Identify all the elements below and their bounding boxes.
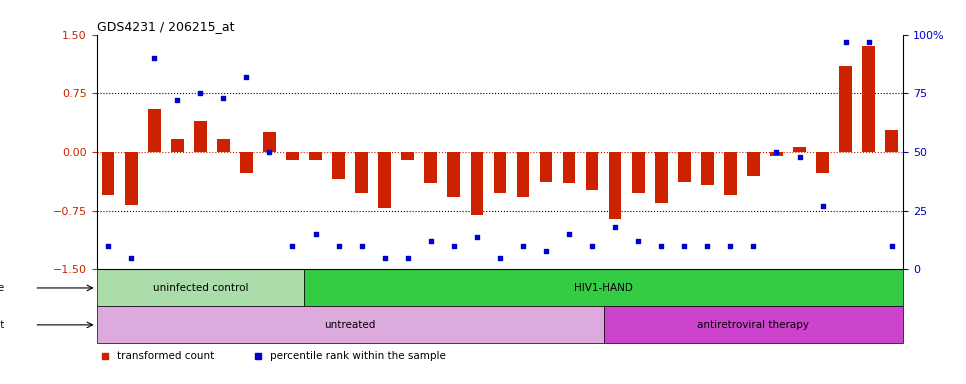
Bar: [540, 152, 553, 182]
Point: [676, 243, 692, 249]
Point: [147, 55, 162, 61]
Point: [861, 38, 876, 45]
Point: [400, 255, 415, 261]
Point: [492, 255, 508, 261]
Point: [285, 243, 300, 249]
Bar: [655, 152, 668, 203]
Bar: [793, 147, 806, 152]
Bar: [332, 152, 345, 179]
Bar: [678, 152, 691, 182]
Bar: [194, 121, 207, 152]
Bar: [585, 152, 598, 190]
Bar: [125, 152, 137, 205]
Point: [769, 149, 784, 155]
Bar: [886, 130, 898, 152]
Point: [215, 95, 231, 101]
Text: antiretroviral therapy: antiretroviral therapy: [697, 320, 810, 330]
Bar: [770, 152, 782, 156]
Point: [239, 74, 254, 80]
Point: [884, 243, 899, 249]
Point: [100, 243, 116, 249]
Bar: [101, 152, 114, 195]
Point: [308, 231, 324, 237]
Bar: [747, 152, 759, 175]
Bar: [309, 152, 322, 160]
Point: [124, 255, 139, 261]
Bar: [217, 139, 230, 152]
Bar: [97, 270, 304, 306]
Point: [330, 243, 346, 249]
Bar: [241, 152, 253, 173]
Point: [608, 224, 623, 230]
Point: [515, 243, 530, 249]
Text: disease state: disease state: [0, 283, 5, 293]
Point: [631, 238, 646, 244]
Bar: [604, 306, 903, 343]
Bar: [563, 152, 576, 183]
Point: [377, 255, 392, 261]
Point: [561, 231, 577, 237]
Text: agent: agent: [0, 320, 5, 330]
Point: [192, 90, 208, 96]
Point: [170, 97, 185, 103]
Point: [262, 149, 277, 155]
Bar: [263, 132, 275, 152]
Bar: [494, 152, 506, 193]
Point: [792, 154, 808, 160]
Text: transformed count: transformed count: [117, 351, 214, 361]
Point: [815, 203, 831, 209]
Point: [354, 243, 369, 249]
Bar: [816, 152, 829, 173]
Point: [746, 243, 761, 249]
Text: GDS4231 / 206215_at: GDS4231 / 206215_at: [97, 20, 234, 33]
Bar: [171, 139, 184, 152]
Point: [469, 233, 485, 240]
Bar: [470, 152, 483, 215]
Bar: [609, 152, 621, 218]
Bar: [304, 270, 903, 306]
Bar: [632, 152, 644, 193]
Bar: [724, 152, 737, 195]
Point: [584, 243, 600, 249]
Bar: [424, 152, 437, 183]
Point: [723, 243, 738, 249]
Bar: [402, 152, 414, 160]
Bar: [97, 306, 604, 343]
Bar: [839, 66, 852, 152]
Bar: [148, 109, 160, 152]
Point: [423, 238, 439, 244]
Text: uninfected control: uninfected control: [153, 283, 248, 293]
Bar: [355, 152, 368, 193]
Bar: [701, 152, 714, 185]
Bar: [286, 152, 298, 160]
Bar: [447, 152, 460, 197]
Text: HIV1-HAND: HIV1-HAND: [574, 283, 633, 293]
Point: [538, 248, 554, 254]
Point: [838, 38, 853, 45]
Bar: [863, 46, 875, 152]
Bar: [517, 152, 529, 197]
Point: [699, 243, 715, 249]
Point: [446, 243, 462, 249]
Point: [654, 243, 669, 249]
Text: percentile rank within the sample: percentile rank within the sample: [270, 351, 446, 361]
Text: untreated: untreated: [325, 320, 376, 330]
Bar: [379, 152, 391, 209]
